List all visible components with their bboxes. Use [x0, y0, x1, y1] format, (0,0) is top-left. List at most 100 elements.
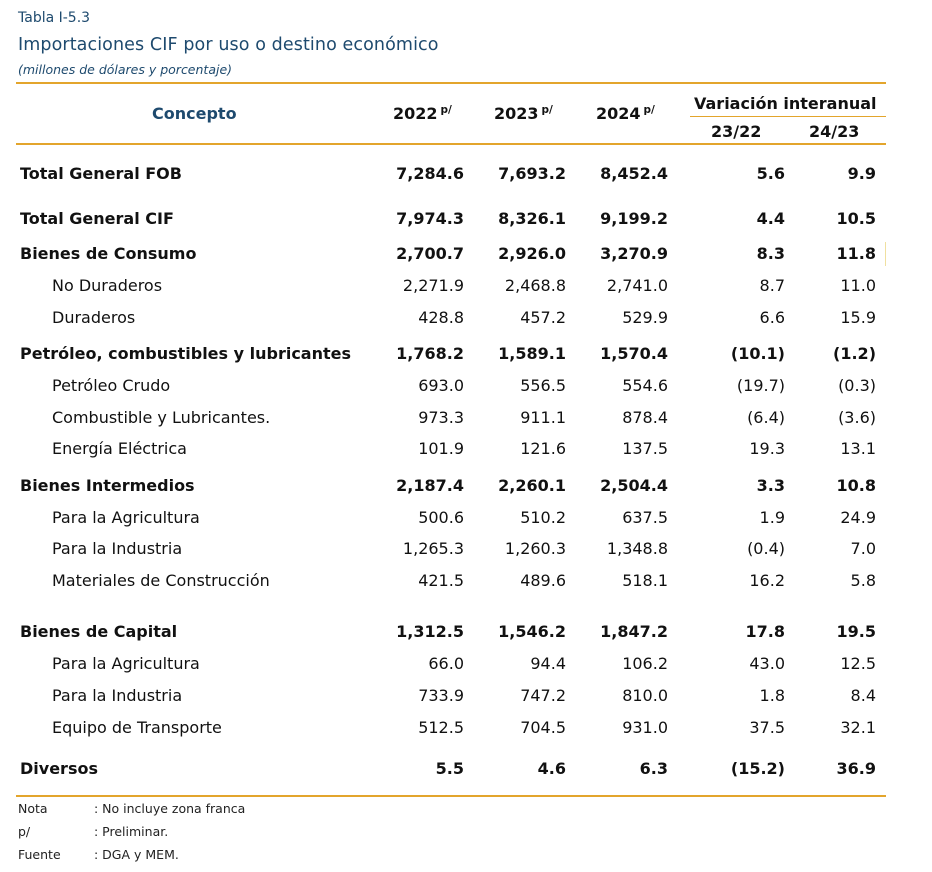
row-label: Bienes de Consumo: [20, 244, 197, 263]
cell-var-23-22: 8.3: [756, 244, 785, 263]
cell-2024: 3,270.9: [600, 244, 668, 263]
row-label: Para la Industria: [52, 686, 183, 705]
cell-2024: 8,452.4: [600, 164, 668, 183]
cell-var-24-23: 19.5: [836, 622, 876, 641]
cell-2023: 911.1: [520, 408, 566, 427]
row-label: Para la Agricultura: [52, 508, 200, 527]
cell-2024: 137.5: [622, 439, 668, 458]
header-2022: 2022 p/: [393, 104, 452, 123]
cell-2023: 457.2: [520, 308, 566, 327]
cell-var-23-22: (6.4): [747, 408, 785, 427]
cell-var-24-23: 5.8: [850, 571, 876, 590]
table-row: Para la Agricultura 66.0 94.4 106.2 43.0 12.5: [0, 654, 932, 678]
table-row: Duraderos 428.8 457.2 529.9 6.6 15.9: [0, 308, 932, 332]
header-2024: 2024 p/: [596, 104, 655, 123]
cell-2022: 66.0: [428, 654, 464, 673]
cell-2022: 973.3: [418, 408, 464, 427]
source-line: Fuente: DGA y MEM.: [18, 847, 179, 862]
cell-2023: 121.6: [520, 439, 566, 458]
cell-2023: 7,693.2: [498, 164, 566, 183]
cell-2024: 810.0: [622, 686, 668, 705]
row-label: Duraderos: [52, 308, 136, 327]
row-label: Diversos: [20, 759, 98, 778]
cell-2023: 2,468.8: [504, 276, 566, 295]
cell-var-23-22: 43.0: [749, 654, 785, 673]
cell-2022: 2,187.4: [396, 476, 464, 495]
cell-2022: 500.6: [418, 508, 464, 527]
cell-2023: 1,589.1: [498, 344, 566, 363]
table-row: Total General FOB 7,284.6 7,693.2 8,452.4 5.…: [0, 164, 932, 188]
cell-2024: 106.2: [622, 654, 668, 673]
header-var-24-23: 24/23: [809, 122, 860, 141]
cell-var-24-23: 24.9: [840, 508, 876, 527]
cell-2023: 704.5: [520, 718, 566, 737]
cell-2023: 8,326.1: [498, 209, 566, 228]
cell-2022: 1,768.2: [396, 344, 464, 363]
row-label: Petróleo Crudo: [52, 376, 171, 395]
cell-var-23-22: 37.5: [749, 718, 785, 737]
cell-2022: 101.9: [418, 439, 464, 458]
cell-2024: 1,348.8: [606, 539, 668, 558]
cell-var-23-22: 6.6: [759, 308, 785, 327]
header-concept: Concepto: [152, 104, 237, 123]
cell-var-24-23: 12.5: [840, 654, 876, 673]
cell-var-23-22: (15.2): [730, 759, 785, 778]
row-label: Combustible y Lubricantes.: [52, 408, 271, 427]
cell-var-23-22: 19.3: [749, 439, 785, 458]
cell-2022: 421.5: [418, 571, 464, 590]
table-row: Para la Industria 733.9 747.2 810.0 1.8 8.4: [0, 686, 932, 710]
cell-2022: 512.5: [418, 718, 464, 737]
row-label: Petróleo, combustibles y lubricantes: [20, 344, 352, 363]
table-row: Combustible y Lubricantes. 973.3 911.1 878.…: [0, 408, 932, 432]
row-label: Para la Industria: [52, 539, 183, 558]
cell-2024: 2,741.0: [606, 276, 668, 295]
header-bottom-rule: [16, 143, 886, 145]
row-label: Bienes de Capital: [20, 622, 178, 641]
cell-var-24-23: 36.9: [836, 759, 876, 778]
cell-2022: 7,974.3: [396, 209, 464, 228]
bottom-rule: [16, 795, 886, 797]
cell-2023: 4.6: [537, 759, 566, 778]
cell-var-23-22: (10.1): [730, 344, 785, 363]
row-label: Materiales de Construcción: [52, 571, 270, 590]
prelim-line: p/: Preliminar.: [18, 824, 169, 839]
cell-2022: 2,700.7: [396, 244, 464, 263]
cell-var-23-22: 17.8: [745, 622, 785, 641]
table-row: Bienes Intermedios 2,187.4 2,260.1 2,504.4 3…: [0, 476, 932, 500]
row-label: Bienes Intermedios: [20, 476, 195, 495]
cell-2024: 1,847.2: [600, 622, 668, 641]
cell-2022: 7,284.6: [396, 164, 464, 183]
cell-var-24-23: 32.1: [840, 718, 876, 737]
cell-var-23-22: 1.8: [759, 686, 785, 705]
table-row: Para la Agricultura 500.6 510.2 637.5 1.9 24.…: [0, 508, 932, 532]
cell-var-24-23: 9.9: [847, 164, 876, 183]
cell-2024: 6.3: [639, 759, 668, 778]
cell-2024: 637.5: [622, 508, 668, 527]
cell-var-23-22: 3.3: [756, 476, 785, 495]
note-line: Nota: No incluye zona franca: [18, 801, 246, 816]
row-label: Equipo de Transporte: [52, 718, 222, 737]
cell-var-23-22: 4.4: [756, 209, 785, 228]
edge-tick: [885, 242, 886, 266]
top-rule: [16, 82, 886, 84]
cell-2022: 428.8: [418, 308, 464, 327]
header-2023: 2023 p/: [494, 104, 553, 123]
row-label: Energía Eléctrica: [52, 439, 187, 458]
table-row: Energía Eléctrica 101.9 121.6 137.5 19.3 13.1: [0, 439, 932, 463]
table-row: Petróleo, combustibles y lubricantes 1,76…: [0, 344, 932, 368]
table-row: Materiales de Construcción 421.5 489.6 518.…: [0, 571, 932, 595]
cell-2024: 518.1: [622, 571, 668, 590]
cell-2023: 94.4: [530, 654, 566, 673]
table-row: Total General CIF 7,974.3 8,326.1 9,199.2 4.…: [0, 209, 932, 233]
cell-var-23-22: 1.9: [759, 508, 785, 527]
cell-2023: 2,260.1: [498, 476, 566, 495]
cell-2023: 1,260.3: [504, 539, 566, 558]
cell-2023: 1,546.2: [498, 622, 566, 641]
cell-var-24-23: 15.9: [840, 308, 876, 327]
table-row: Para la Industria 1,265.3 1,260.3 1,348.8 (0…: [0, 539, 932, 563]
table-row: Diversos 5.5 4.6 6.3 (15.2) 36.9: [0, 759, 932, 783]
cell-2022: 1,265.3: [402, 539, 464, 558]
table-subtitle: (millones de dólares y porcentaje): [18, 62, 233, 77]
cell-2024: 2,504.4: [600, 476, 668, 495]
cell-var-24-23: 11.8: [836, 244, 876, 263]
